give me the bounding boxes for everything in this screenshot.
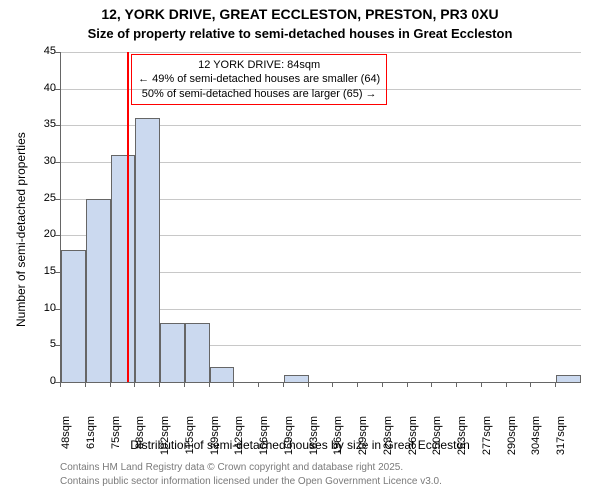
- x-tick-mark: [184, 382, 185, 387]
- histogram-bar: [210, 367, 235, 382]
- x-tick-label: 48sqm: [60, 416, 72, 466]
- x-tick-label: 317sqm: [555, 416, 567, 466]
- x-tick-mark: [85, 382, 86, 387]
- x-tick-mark: [506, 382, 507, 387]
- y-tick-label: 10: [28, 302, 56, 314]
- x-tick-mark: [134, 382, 135, 387]
- y-tick-label: 20: [28, 228, 56, 240]
- x-tick-label: 236sqm: [407, 416, 419, 466]
- x-tick-mark: [332, 382, 333, 387]
- footer-line2: Contains public sector information licen…: [60, 476, 442, 487]
- x-tick-mark: [530, 382, 531, 387]
- x-tick-label: 196sqm: [332, 416, 344, 466]
- x-tick-label: 88sqm: [134, 416, 146, 466]
- histogram-bar: [284, 375, 309, 382]
- histogram-bar: [185, 323, 210, 382]
- x-tick-label: 223sqm: [382, 416, 394, 466]
- x-tick-mark: [308, 382, 309, 387]
- x-tick-mark: [283, 382, 284, 387]
- x-tick-mark: [456, 382, 457, 387]
- histogram-bar: [86, 199, 111, 382]
- property-annotation-box: 12 YORK DRIVE: 84sqm← 49% of semi-detach…: [131, 54, 387, 105]
- x-tick-mark: [233, 382, 234, 387]
- x-tick-label: 304sqm: [530, 416, 542, 466]
- y-axis-label: Number of semi-detached properties: [14, 132, 28, 327]
- x-tick-label: 115sqm: [184, 416, 196, 466]
- y-tick-label: 5: [28, 338, 56, 350]
- x-tick-label: 290sqm: [506, 416, 518, 466]
- x-tick-label: 61sqm: [85, 416, 97, 466]
- chart-title-line2: Size of property relative to semi-detach…: [0, 26, 600, 41]
- y-tick-label: 15: [28, 265, 56, 277]
- y-tick-label: 45: [28, 45, 56, 57]
- x-tick-label: 277sqm: [481, 416, 493, 466]
- y-tick-label: 30: [28, 155, 56, 167]
- x-tick-mark: [258, 382, 259, 387]
- annotation-line: 50% of semi-detached houses are larger (…: [138, 87, 380, 101]
- annotation-line: 12 YORK DRIVE: 84sqm: [138, 58, 380, 72]
- x-tick-mark: [382, 382, 383, 387]
- y-tick-mark: [55, 345, 60, 346]
- x-tick-mark: [407, 382, 408, 387]
- y-tick-mark: [55, 272, 60, 273]
- x-tick-label: 75sqm: [110, 416, 122, 466]
- histogram-bar: [111, 155, 136, 382]
- chart-container: 12, YORK DRIVE, GREAT ECCLESTON, PRESTON…: [0, 0, 600, 500]
- annotation-line: ← 49% of semi-detached houses are smalle…: [138, 72, 380, 86]
- y-tick-label: 25: [28, 192, 56, 204]
- y-tick-mark: [55, 309, 60, 310]
- x-tick-mark: [481, 382, 482, 387]
- property-marker-line: [127, 52, 129, 382]
- x-tick-label: 169sqm: [283, 416, 295, 466]
- plot-area: 12 YORK DRIVE: 84sqm← 49% of semi-detach…: [60, 52, 581, 383]
- y-tick-mark: [55, 199, 60, 200]
- x-tick-label: 156sqm: [258, 416, 270, 466]
- histogram-bar: [556, 375, 581, 382]
- histogram-bar: [160, 323, 185, 382]
- y-tick-label: 35: [28, 118, 56, 130]
- gridline: [61, 52, 581, 53]
- x-tick-mark: [159, 382, 160, 387]
- y-tick-mark: [55, 235, 60, 236]
- histogram-bar: [135, 118, 160, 382]
- x-tick-mark: [357, 382, 358, 387]
- chart-title-line1: 12, YORK DRIVE, GREAT ECCLESTON, PRESTON…: [0, 6, 600, 22]
- y-tick-mark: [55, 89, 60, 90]
- x-tick-mark: [60, 382, 61, 387]
- x-tick-label: 183sqm: [308, 416, 320, 466]
- x-tick-mark: [555, 382, 556, 387]
- y-tick-mark: [55, 52, 60, 53]
- x-tick-mark: [431, 382, 432, 387]
- x-tick-label: 142sqm: [233, 416, 245, 466]
- y-tick-mark: [55, 162, 60, 163]
- y-tick-mark: [55, 125, 60, 126]
- x-tick-label: 209sqm: [357, 416, 369, 466]
- x-tick-mark: [209, 382, 210, 387]
- x-tick-mark: [110, 382, 111, 387]
- x-tick-label: 102sqm: [159, 416, 171, 466]
- x-tick-label: 129sqm: [209, 416, 221, 466]
- x-tick-label: 250sqm: [431, 416, 443, 466]
- y-tick-label: 40: [28, 82, 56, 94]
- histogram-bar: [61, 250, 86, 382]
- x-tick-label: 263sqm: [456, 416, 468, 466]
- y-tick-label: 0: [28, 375, 56, 387]
